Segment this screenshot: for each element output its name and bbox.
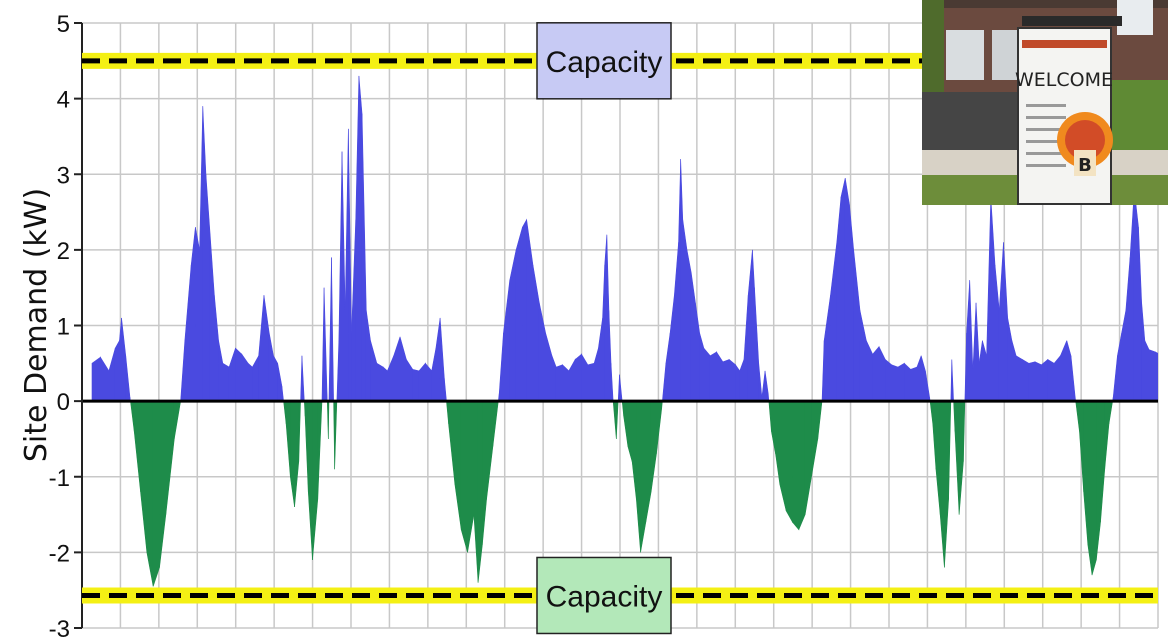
sign-line-3: [1026, 128, 1066, 131]
demand-area-positive: [1041, 358, 1049, 402]
demand-area-positive: [382, 366, 388, 402]
demand-area-negative: [798, 400, 806, 530]
demand-area-positive: [273, 354, 278, 402]
demand-area-positive: [574, 353, 582, 402]
demand-area-positive: [515, 227, 523, 402]
demand-area-positive: [1015, 355, 1023, 402]
demand-area-negative: [460, 400, 468, 553]
demand-area-positive: [604, 234, 608, 402]
y-tick-label: 0: [57, 389, 70, 416]
demand-area-positive: [840, 177, 846, 402]
sign-line-1: [1026, 104, 1066, 107]
demand-area-positive: [1155, 351, 1158, 402]
garage-door-left: [946, 30, 984, 80]
demand-area-positive: [1047, 359, 1055, 402]
demand-area-positive: [722, 359, 730, 402]
demand-area-positive: [844, 177, 850, 402]
inset-house-photo: WELCOME B: [922, 0, 1168, 205]
demand-area-negative: [792, 400, 800, 531]
sign-line-6: [1026, 164, 1066, 167]
capacity-label: Capacity: [546, 580, 663, 613]
demand-area-positive: [872, 345, 880, 402]
demand-area-positive: [1022, 359, 1030, 402]
demand-area-positive: [195, 227, 200, 402]
demand-area-positive: [910, 366, 918, 402]
sign-heading: WELCOME: [1015, 69, 1113, 91]
capacity-label-box: [536, 556, 672, 635]
sign-post: [1022, 16, 1122, 26]
sign-line-5: [1026, 152, 1066, 155]
demand-area-positive: [1133, 189, 1139, 402]
demand-area-positive: [412, 368, 420, 402]
capacity-label: Capacity: [546, 46, 663, 79]
demand-area-positive: [587, 362, 595, 402]
demand-area-positive: [897, 362, 905, 402]
demand-area-positive: [735, 363, 741, 402]
capacity-line: Capacity: [82, 556, 1158, 635]
demand-area-negative: [1091, 400, 1097, 576]
demand-area-positive: [1053, 354, 1061, 402]
demand-area-positive: [728, 358, 736, 402]
demand-area-positive: [222, 362, 230, 402]
y-tick-label: 5: [57, 11, 70, 38]
demand-area-positive: [1148, 349, 1156, 402]
y-axis-ticks: -3 -2 -1 0 1 2 3 4 5: [49, 11, 82, 641]
capacity-label-box: [536, 22, 672, 100]
y-axis-label: Site Demand (kW): [19, 188, 54, 462]
demand-area-negative: [785, 400, 793, 524]
y-tick-label: -2: [49, 540, 70, 567]
sign-badge-letter: B: [1078, 155, 1092, 176]
demand-area-positive: [686, 249, 692, 402]
window-right: [1117, 0, 1153, 35]
sign-header: [1022, 40, 1107, 48]
y-tick-label: 4: [57, 87, 70, 114]
demand-area-positive: [114, 339, 120, 402]
demand-area-negative: [152, 400, 160, 587]
y-tick-label: -1: [49, 465, 70, 492]
demand-area-negative: [1087, 400, 1093, 576]
sign-badge-box: [1074, 150, 1096, 176]
demand-area-negative: [146, 400, 154, 587]
y-tick-label: 1: [57, 314, 70, 341]
demand-area-positive: [1028, 361, 1036, 402]
demand-area-positive: [709, 351, 717, 402]
sign-line-2: [1026, 116, 1066, 119]
demand-area-positive: [885, 358, 892, 402]
demand-area-positive: [91, 356, 101, 402]
demand-area-positive: [1144, 340, 1150, 402]
sign-line-4: [1026, 140, 1066, 143]
demand-area-positive: [1034, 361, 1042, 402]
house-roof-band: [922, 0, 1168, 8]
demand-area-positive: [703, 347, 711, 402]
demand-area-positive: [555, 364, 563, 402]
y-tick-label: 2: [57, 238, 70, 265]
demand-area-positive: [522, 218, 527, 402]
demand-area-positive: [358, 75, 363, 402]
y-tick-label: 3: [57, 162, 70, 189]
demand-area-positive: [247, 362, 253, 402]
demand-area-positive: [904, 362, 911, 402]
demand-area-positive: [891, 364, 899, 402]
demand-area-positive: [562, 364, 570, 402]
demand-area-positive: [376, 362, 384, 402]
y-tick-label: -3: [49, 616, 70, 641]
demand-area-positive: [235, 347, 243, 402]
demand-area-positive: [682, 219, 688, 402]
